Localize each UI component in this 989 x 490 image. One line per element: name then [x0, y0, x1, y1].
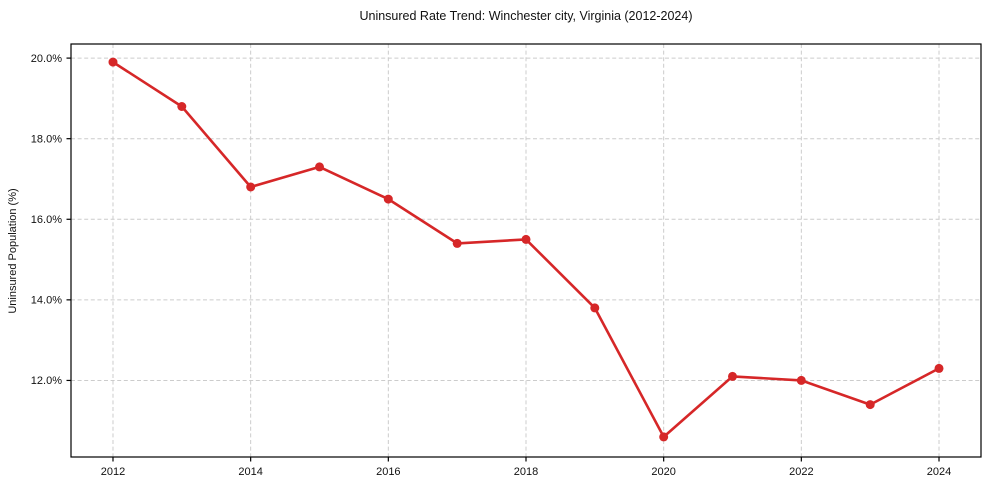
data-point: [315, 162, 324, 172]
data-point: [728, 371, 737, 381]
data-point: [934, 363, 944, 373]
data-point: [177, 102, 187, 111]
data-point: [659, 432, 669, 442]
data-point: [521, 234, 531, 244]
y-tick-label: 18.0%: [31, 133, 62, 145]
x-tick-label: 2012: [101, 466, 125, 478]
y-tick-label: 12.0%: [31, 375, 62, 387]
x-tick-label: 2014: [238, 466, 262, 478]
x-tick-label: 2018: [514, 466, 538, 478]
data-point: [590, 303, 600, 313]
x-tick-label: 2022: [789, 466, 813, 478]
chart-title: Uninsured Rate Trend: Winchester city, V…: [359, 9, 693, 23]
data-point: [383, 194, 393, 204]
x-tick-label: 2016: [376, 466, 400, 478]
data-point: [796, 375, 806, 385]
x-tick-label: 2024: [927, 466, 951, 478]
data-point: [865, 400, 875, 410]
y-tick-label: 20.0%: [31, 53, 62, 65]
y-tick-label: 16.0%: [31, 214, 62, 226]
x-tick-label: 2020: [651, 466, 675, 478]
data-point: [452, 238, 462, 248]
y-tick-label: 14.0%: [31, 295, 62, 307]
data-point: [108, 57, 118, 67]
data-point: [246, 182, 256, 192]
